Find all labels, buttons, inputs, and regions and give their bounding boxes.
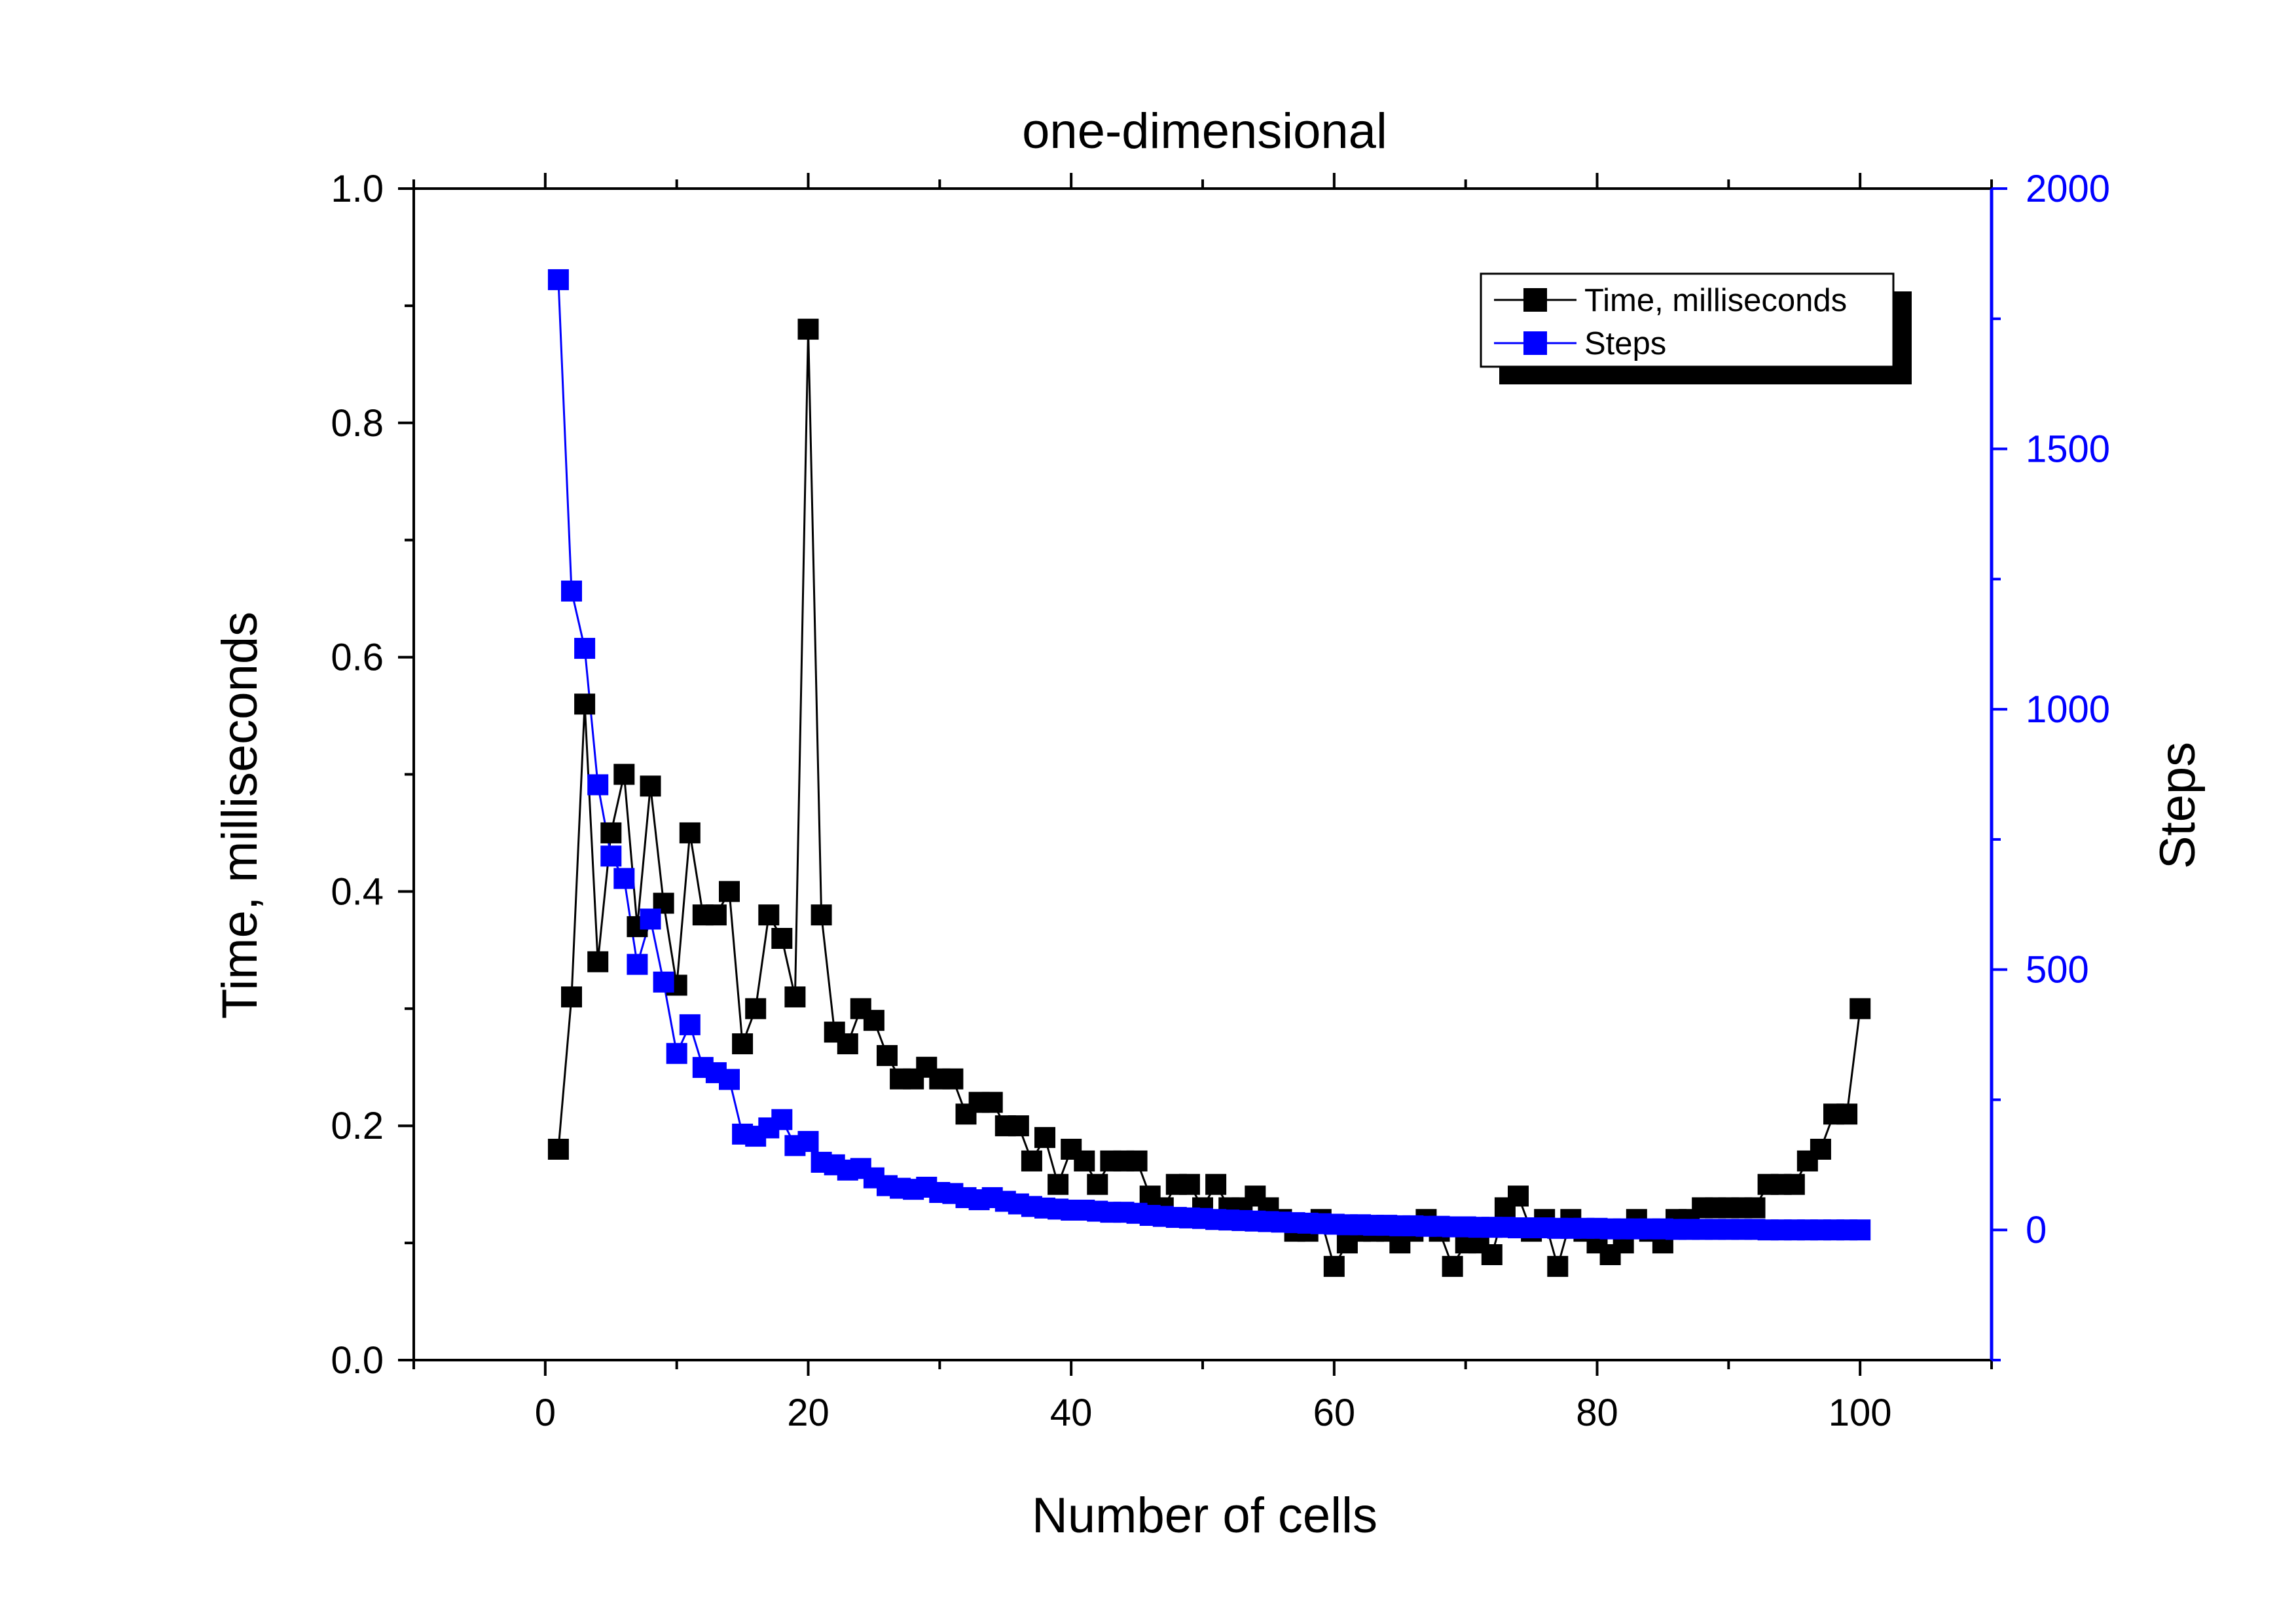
- data-point: [1087, 1173, 1108, 1195]
- data-point: [574, 638, 596, 659]
- data-point: [1850, 1219, 1871, 1241]
- data-point: [1442, 1255, 1463, 1277]
- data-point: [837, 1033, 858, 1054]
- data-point: [1205, 1173, 1227, 1195]
- data-point: [981, 1092, 1003, 1113]
- data-point: [784, 986, 806, 1008]
- data-point: [574, 693, 596, 715]
- y-tick-label: 0.2: [331, 1105, 384, 1147]
- y-axis-title: Time, milliseconds: [212, 612, 268, 1019]
- data-point: [1810, 1139, 1831, 1160]
- data-point: [705, 904, 727, 926]
- y-tick-label: 0.0: [331, 1339, 384, 1382]
- data-point: [1074, 1150, 1095, 1172]
- data-point: [732, 1033, 754, 1054]
- data-point: [561, 580, 582, 602]
- y-tick-label: 0.6: [331, 637, 384, 679]
- data-point: [1008, 1115, 1029, 1137]
- data-point: [745, 998, 767, 1020]
- data-point: [547, 269, 569, 291]
- y-tick-label: 0.8: [331, 402, 384, 445]
- data-point: [863, 1010, 884, 1031]
- data-point: [666, 1043, 687, 1064]
- x-tick-label: 60: [1313, 1392, 1356, 1434]
- data-point: [1783, 1173, 1805, 1195]
- legend-box: [1480, 272, 1895, 368]
- data-point: [1508, 1185, 1529, 1207]
- right-tick-label: 500: [2026, 949, 2089, 991]
- data-point: [640, 775, 661, 797]
- right-axis-title: Steps: [2150, 742, 2206, 869]
- x-axis-ticks: 0 20 40 60 80 100: [412, 173, 1993, 1434]
- data-point: [627, 953, 648, 975]
- data-point: [1034, 1127, 1055, 1149]
- right-tick-label: 2000: [2026, 168, 2110, 210]
- data-point: [679, 822, 701, 843]
- x-tick-label: 40: [1050, 1392, 1093, 1434]
- data-point: [1048, 1173, 1069, 1195]
- data-point: [771, 1109, 793, 1130]
- right-tick-label: 1000: [2026, 688, 2110, 731]
- chart-title: one-dimensional: [1022, 103, 1387, 159]
- y-tick-label: 1.0: [331, 168, 384, 210]
- data-point: [1850, 998, 1871, 1020]
- data-point: [758, 904, 780, 926]
- data-point: [587, 774, 609, 796]
- series-points-steps: [547, 269, 1871, 1241]
- x-axis-title: Number of cells: [1032, 1488, 1377, 1543]
- data-point: [771, 928, 793, 949]
- series-points: [547, 269, 1871, 1277]
- data-point: [1178, 1173, 1200, 1195]
- data-point: [587, 951, 609, 972]
- x-tick-label: 80: [1576, 1392, 1618, 1434]
- data-point: [1481, 1244, 1503, 1265]
- data-point: [600, 845, 622, 867]
- data-point: [1126, 1150, 1148, 1172]
- legend: Time, milliseconds Steps: [1480, 272, 1912, 384]
- data-point: [1021, 1150, 1042, 1172]
- x-tick-label: 20: [787, 1392, 829, 1434]
- data-point: [942, 1068, 964, 1090]
- y-axis-ticks: 0.0 0.2 0.4 0.6 0.8 1.0: [331, 168, 414, 1382]
- data-point: [797, 318, 819, 340]
- data-point: [811, 904, 832, 926]
- data-point: [1323, 1255, 1345, 1277]
- data-point: [613, 764, 635, 785]
- legend-steps-marker: [1523, 331, 1547, 355]
- y-tick-label: 0.4: [331, 870, 384, 913]
- data-point: [719, 1069, 740, 1090]
- data-point: [561, 986, 582, 1008]
- data-point: [1547, 1255, 1569, 1277]
- data-point: [1836, 1103, 1858, 1125]
- legend-label-time: Time, milliseconds: [1584, 283, 1847, 318]
- right-tick-label: 1500: [2026, 428, 2110, 471]
- right-tick-label: 0: [2026, 1209, 2047, 1251]
- data-point: [613, 868, 635, 889]
- data-point: [877, 1044, 898, 1066]
- x-tick-label: 0: [535, 1392, 556, 1434]
- data-point: [653, 971, 674, 993]
- data-point: [719, 881, 740, 902]
- right-axis-ticks: 0 500 1000 1500 2000: [1992, 168, 2110, 1361]
- data-point: [679, 1014, 701, 1035]
- x-tick-label: 100: [1829, 1392, 1892, 1434]
- legend-label-steps: Steps: [1584, 326, 1666, 361]
- data-point: [1744, 1197, 1766, 1219]
- data-point: [547, 1139, 569, 1160]
- data-point: [600, 822, 622, 843]
- legend-time-marker: [1523, 288, 1547, 312]
- data-point: [797, 1131, 819, 1153]
- data-point: [640, 908, 661, 930]
